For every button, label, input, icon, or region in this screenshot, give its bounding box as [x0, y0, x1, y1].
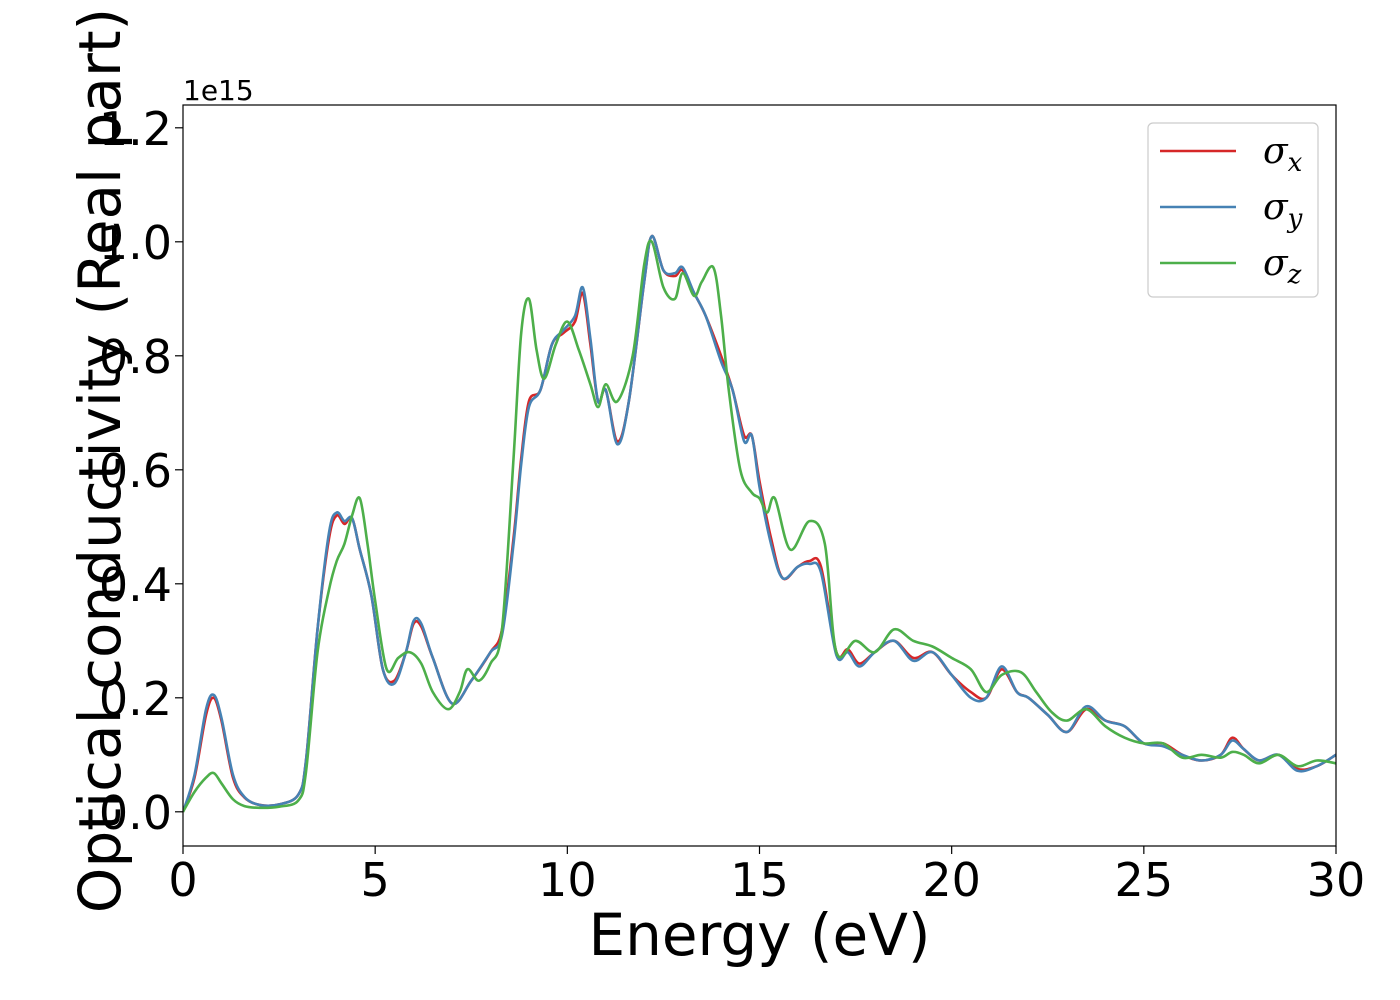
series-line-y: [183, 234, 1336, 813]
legend-item-z: σz: [1160, 243, 1302, 290]
legend-label-subscript: x: [1288, 148, 1303, 178]
y-tick-label: 0.0: [99, 786, 172, 840]
legend-label: σx: [1263, 131, 1303, 178]
y-tick-label: 0.8: [99, 330, 172, 384]
legend-label-main: σ: [1263, 187, 1289, 228]
legend-item-y: σy: [1160, 187, 1303, 234]
y-axis: 0.0 0.2 0.4 0.6 0.8 1.0 1.2: [99, 102, 183, 840]
legend-label: σz: [1263, 243, 1302, 290]
x-tick-label: 20: [922, 853, 981, 907]
y-tick-label: 0.4: [99, 558, 172, 612]
y-tick-label: 0.6: [99, 444, 172, 498]
series-line-z: [183, 239, 1336, 813]
x-tick-label: 15: [730, 853, 789, 907]
x-tick-label: 0: [168, 853, 197, 907]
y-tick-label: 0.2: [99, 672, 172, 726]
x-tick-label: 30: [1307, 853, 1366, 907]
x-axis-label: Energy (eV): [588, 901, 930, 969]
legend-label: σy: [1263, 187, 1303, 234]
y-tick-label: 1.0: [99, 216, 172, 270]
x-tick-label: 10: [538, 853, 597, 907]
legend-label-main: σ: [1263, 243, 1289, 284]
x-tick-label: 5: [361, 853, 390, 907]
x-axis: 0 5 10 15 20 25 30: [168, 846, 1365, 907]
legend-label-subscript: y: [1287, 204, 1303, 234]
legend-item-x: σx: [1160, 131, 1303, 178]
series-layer: [183, 234, 1336, 813]
x-tick-label: 25: [1115, 853, 1174, 907]
y-axis-label: Optical conductivity (Real part): [66, 8, 134, 913]
legend-label-subscript: z: [1287, 260, 1302, 290]
legend-label-main: σ: [1263, 131, 1289, 172]
y-offset-label: 1e15: [183, 74, 254, 107]
legend-frame: [1147, 122, 1319, 298]
y-tick-label: 1.2: [99, 102, 172, 156]
